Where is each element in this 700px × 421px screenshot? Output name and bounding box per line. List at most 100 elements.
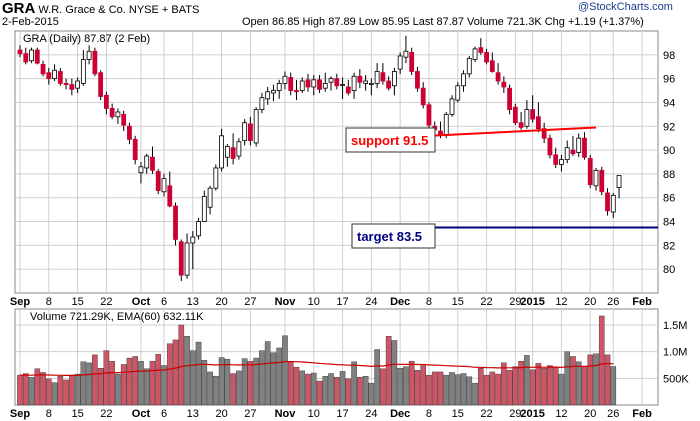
- volume-bar: [22, 373, 29, 406]
- candle-body: [363, 80, 369, 84]
- volume-bar: [489, 371, 496, 406]
- candle-body: [155, 171, 161, 191]
- candle-body: [138, 166, 144, 174]
- candle-body: [109, 108, 115, 118]
- volume-x-tick-label: 10: [308, 408, 320, 420]
- volume-bar: [558, 373, 565, 406]
- candle-body: [397, 55, 403, 70]
- candle-body: [265, 91, 271, 100]
- volume-bar: [391, 340, 398, 406]
- price-y-axis: 80 82 84 86 88 90 92 94 96 98: [663, 50, 675, 276]
- volume-bar: [512, 366, 519, 406]
- candle-body: [288, 77, 294, 91]
- volume-x-tick-label: 22: [100, 408, 112, 420]
- candle-body: [69, 84, 75, 90]
- candle-body: [587, 158, 593, 186]
- candle-body: [23, 53, 29, 63]
- candle-body: [345, 86, 351, 94]
- candle-body: [478, 47, 484, 53]
- volume-bar: [172, 339, 179, 406]
- price-x-tick-label: Dec: [390, 296, 410, 308]
- price-x-tick-label: 22: [100, 296, 112, 308]
- candle-body: [409, 52, 415, 72]
- volume-bar: [483, 374, 490, 406]
- volume-bar: [69, 374, 75, 406]
- date-label: 2-Feb-2015: [2, 16, 59, 28]
- price-x-tick-label: Oct: [132, 296, 151, 308]
- volume-bar: [374, 349, 380, 406]
- price-x-tick-label: 15: [452, 296, 464, 308]
- volume-bar: [57, 376, 64, 406]
- volume-bar: [478, 368, 484, 406]
- volume-bar: [575, 361, 582, 406]
- candle-body: [536, 116, 541, 130]
- candle-body: [605, 192, 610, 212]
- price-candles: [17, 35, 622, 282]
- volume-bar: [270, 352, 277, 406]
- candle-body: [115, 111, 121, 118]
- volume-x-tick-label: 6: [161, 408, 167, 420]
- volume-legend: Volume 721.29K, EMA(60) 632.11K: [30, 311, 204, 323]
- symbol-label: GRA: [2, 0, 36, 17]
- candle-body: [507, 87, 513, 110]
- candle-body: [420, 87, 426, 106]
- volume-bar: [103, 350, 110, 406]
- support-label-box: [345, 127, 436, 153]
- volume-bar: [74, 373, 81, 406]
- price-x-tick-label: Sep: [10, 296, 30, 308]
- price-tick-label: 88: [663, 169, 675, 181]
- volume-bar: [598, 315, 605, 406]
- annotation-lines: support 91.5 target 83.5: [345, 126, 658, 249]
- candle-body: [236, 141, 242, 157]
- volume-bar: [189, 350, 196, 406]
- candle-body: [391, 71, 397, 87]
- volume-bar: [460, 373, 467, 406]
- candle-body: [380, 72, 386, 82]
- volume-bar: [362, 376, 369, 406]
- candle-body: [357, 75, 363, 83]
- price-x-tick-label: 20: [215, 296, 227, 308]
- candle-body: [121, 113, 127, 126]
- price-x-tick-label: 26: [607, 296, 619, 308]
- price-tick-label: 80: [663, 264, 675, 276]
- volume-bar: [224, 358, 231, 406]
- candle-body: [259, 97, 265, 111]
- support-label: support 91.5: [351, 133, 428, 148]
- price-x-tick-label: Nov: [275, 296, 297, 308]
- volume-bar: [184, 336, 190, 406]
- volume-bar: [518, 361, 524, 406]
- volume-bar: [63, 379, 69, 406]
- price-x-tick-label: 8: [426, 296, 432, 308]
- candle-body: [340, 84, 345, 86]
- candle-body: [190, 236, 196, 244]
- volume-bar: [126, 357, 133, 406]
- candle-body: [34, 49, 40, 64]
- candle-body: [80, 59, 86, 84]
- price-x-tick-label: 8: [46, 296, 52, 308]
- volume-bar: [115, 373, 121, 406]
- volume-x-tick-label: 15: [71, 408, 83, 420]
- price-x-tick-label: 24: [365, 296, 377, 308]
- candle-body: [98, 72, 104, 97]
- candle-body: [495, 72, 501, 82]
- volume-bar: [17, 374, 23, 406]
- candle-body: [173, 205, 178, 240]
- volume-x-tick-label: 26: [607, 408, 619, 420]
- candle-body: [46, 72, 52, 80]
- candle-body: [593, 169, 599, 187]
- volume-bar: [334, 377, 340, 406]
- candle-body: [489, 60, 495, 72]
- candle-body: [86, 50, 92, 60]
- candle-body: [466, 57, 472, 75]
- volume-x-tick-label: Oct: [132, 408, 151, 420]
- volume-bar: [305, 373, 311, 406]
- candle-body: [322, 83, 328, 89]
- volume-bar: [495, 373, 501, 406]
- candle-body: [386, 80, 392, 89]
- price-tick-label: 84: [663, 217, 675, 229]
- price-tick-label: 90: [663, 145, 675, 157]
- candle-body: [219, 135, 225, 169]
- candle-body: [553, 154, 559, 165]
- volume-bar: [408, 361, 415, 406]
- volume-x-tick-label: 27: [244, 408, 256, 420]
